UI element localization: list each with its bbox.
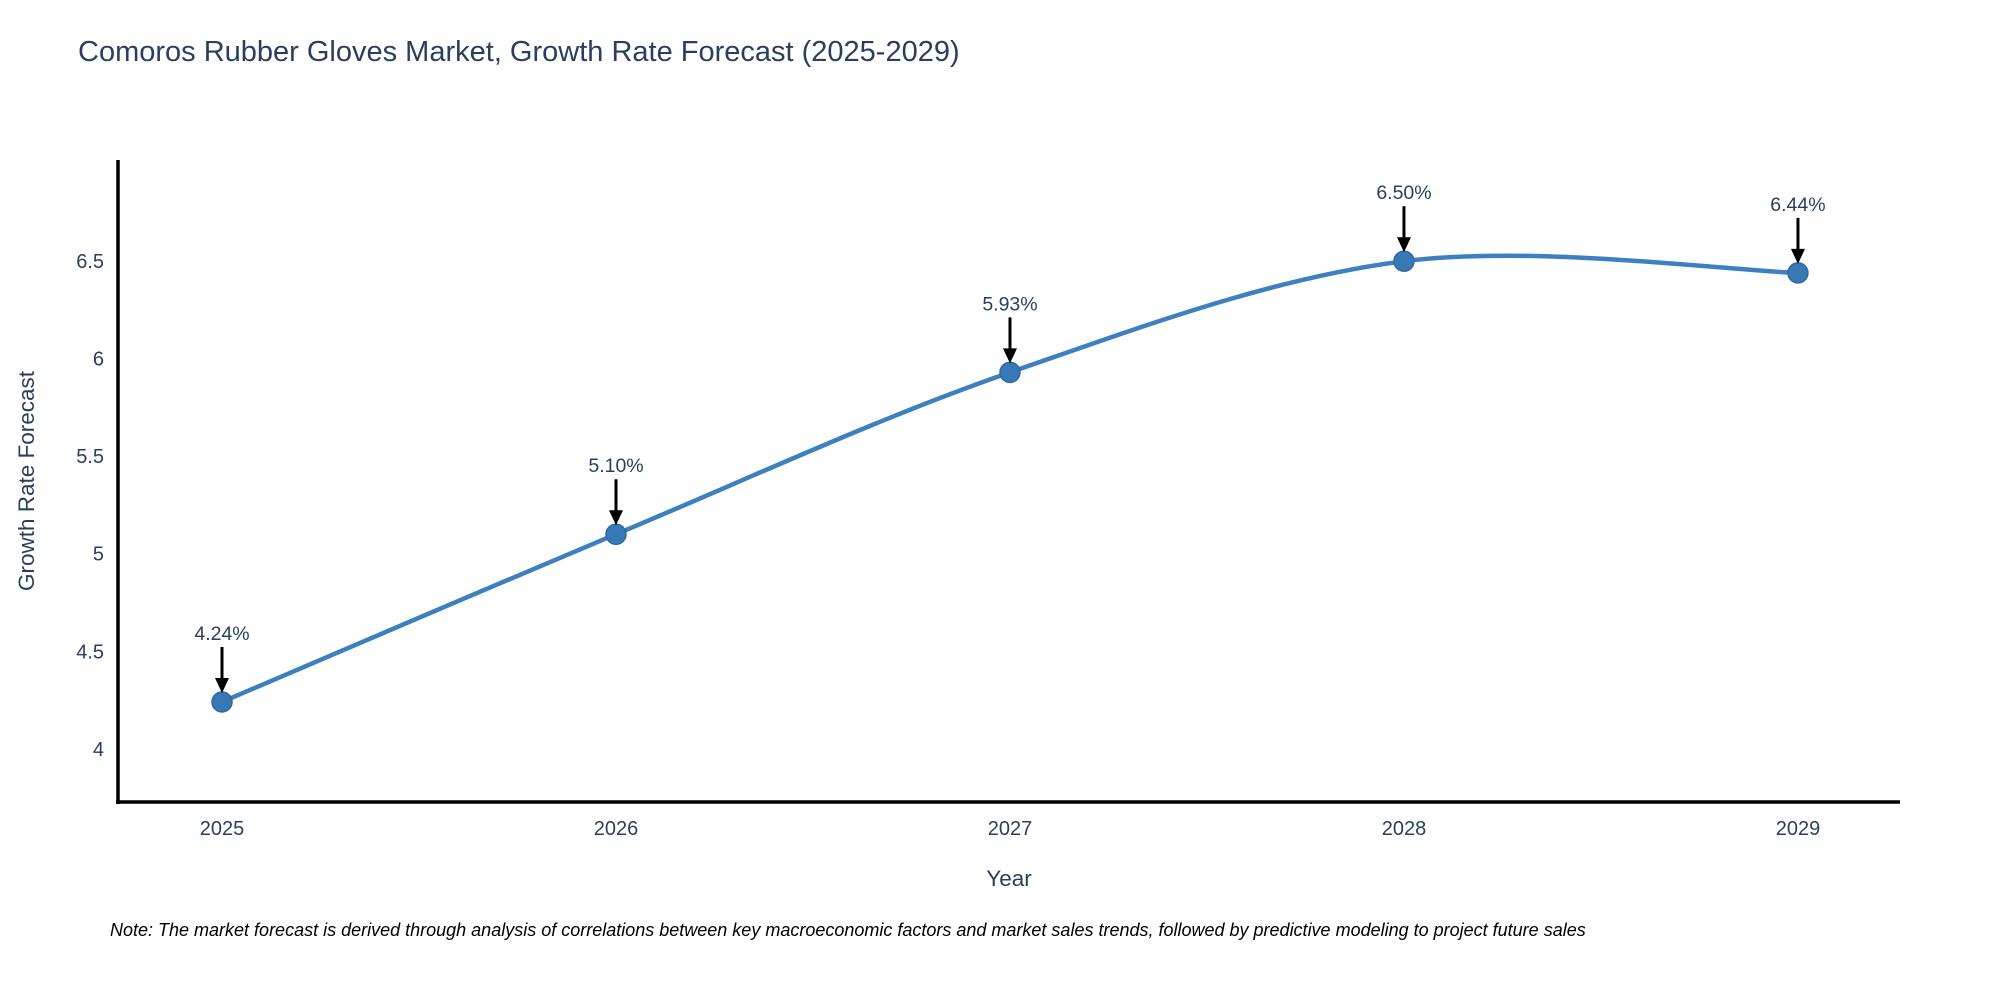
x-tick-label: 2028 xyxy=(1382,818,1427,840)
plot-area[interactable] xyxy=(118,160,1900,802)
annotation-label: 6.44% xyxy=(1770,194,1825,216)
annotation-arrowhead xyxy=(1002,348,1017,364)
y-axis-title: Growth Rate Forecast xyxy=(14,370,39,591)
data-point-marker[interactable] xyxy=(211,691,233,713)
y-tick-label: 4.5 xyxy=(76,641,104,663)
annotation-label: 5.93% xyxy=(982,293,1037,315)
annotation-arrowhead xyxy=(1790,248,1805,264)
annotation-arrowhead xyxy=(1396,237,1411,253)
x-tick-label: 2029 xyxy=(1776,818,1821,840)
footnote: Note: The market forecast is derived thr… xyxy=(110,920,1586,940)
annotation-arrowhead xyxy=(215,677,230,693)
data-point-marker[interactable] xyxy=(1787,262,1809,284)
x-axis-title: Year xyxy=(986,866,1032,891)
y-tick-label: 6 xyxy=(93,349,104,371)
y-tick-label: 4 xyxy=(93,739,104,761)
data-point-marker[interactable] xyxy=(605,523,627,545)
x-tick-label: 2027 xyxy=(988,818,1033,840)
annotation-label: 6.50% xyxy=(1376,182,1431,204)
y-tick-label: 5 xyxy=(93,544,104,566)
chart-title: Comoros Rubber Gloves Market, Growth Rat… xyxy=(78,36,960,68)
x-tick-label: 2026 xyxy=(594,818,639,840)
y-tick-label: 5.5 xyxy=(76,446,104,468)
annotation-label: 4.24% xyxy=(194,623,249,645)
annotation-arrowhead xyxy=(608,510,623,526)
y-tick-label: 6.5 xyxy=(76,251,104,273)
data-point-marker[interactable] xyxy=(1393,250,1415,272)
annotation-label: 5.10% xyxy=(588,455,643,477)
data-point-marker[interactable] xyxy=(999,361,1021,384)
x-tick-label: 2025 xyxy=(200,818,245,840)
